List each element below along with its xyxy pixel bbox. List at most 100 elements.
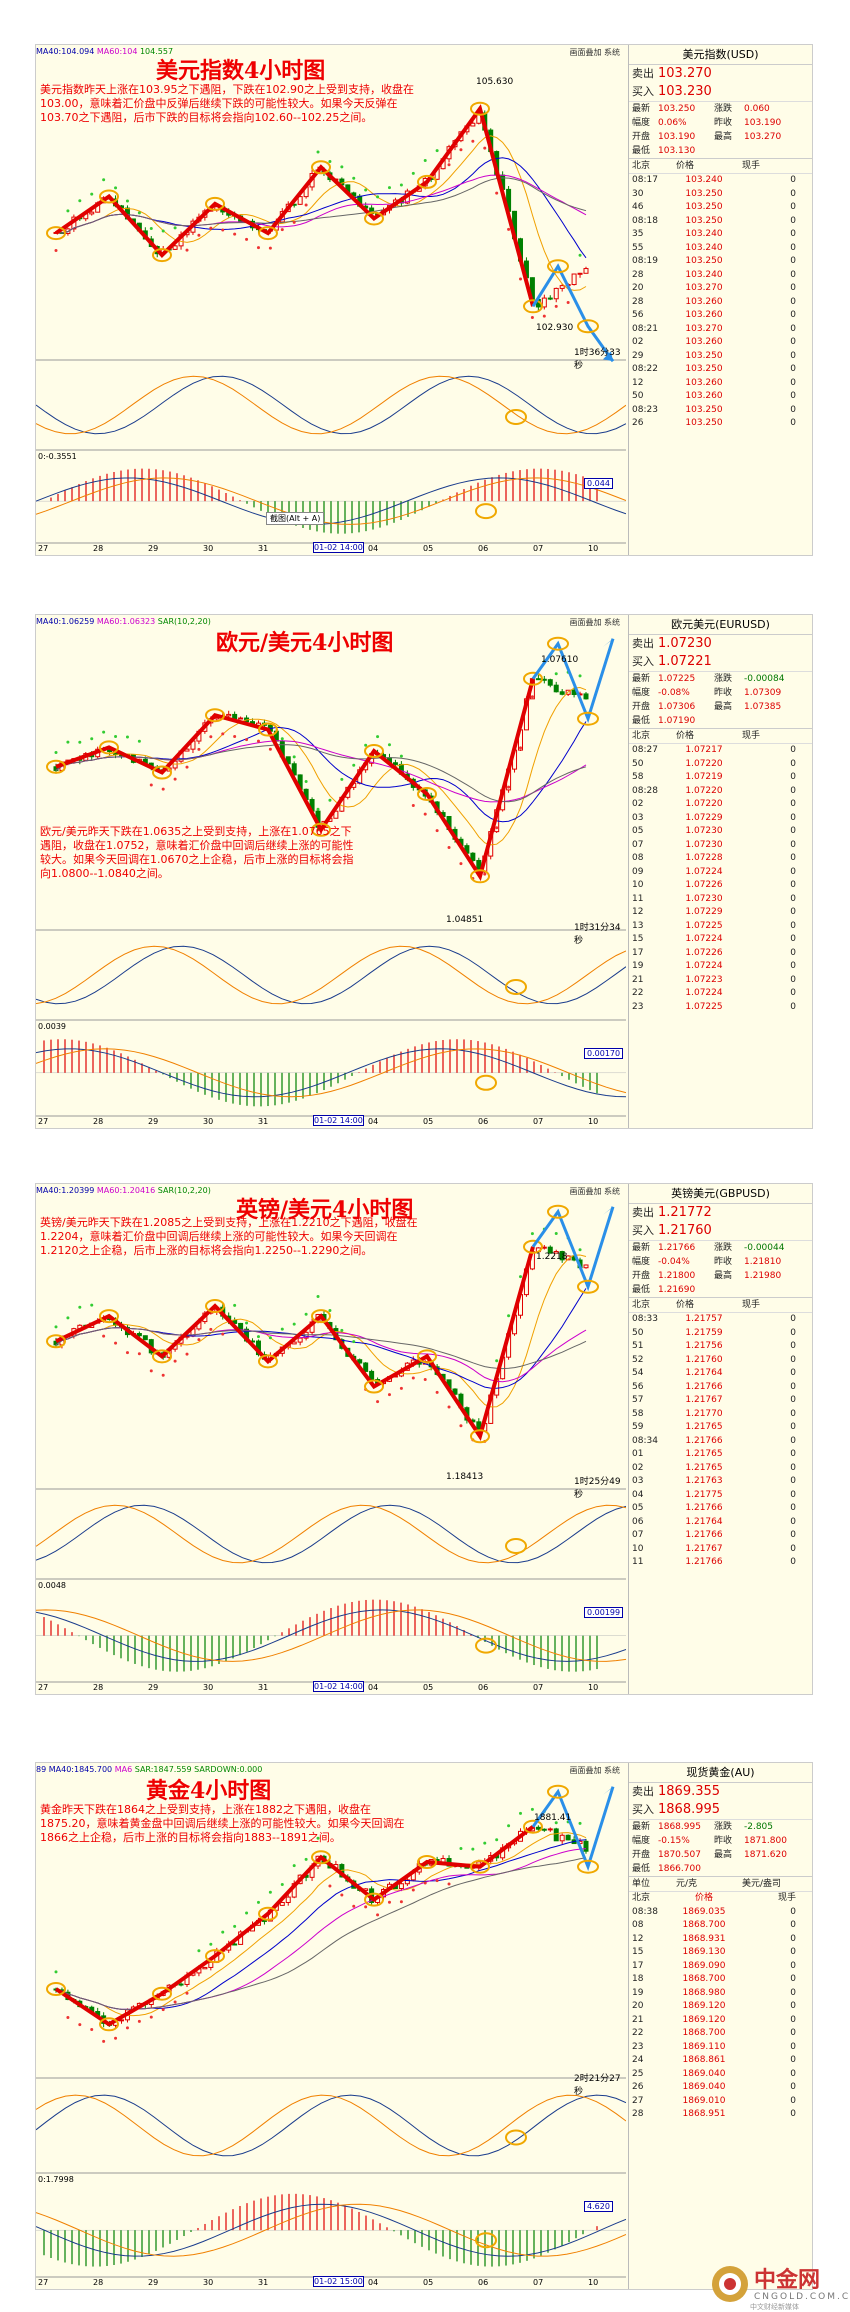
- chart-toolbar[interactable]: 画面叠加 系统: [569, 1187, 620, 1196]
- sar-dot: [304, 1312, 308, 1316]
- pivot-circle: [205, 1949, 225, 1964]
- tick-price: 1869.120: [682, 2014, 726, 2025]
- candle: [553, 1251, 559, 1254]
- tick-list[interactable]: 北京 价格 现手 08:38 1869.035 0 08 1868.700 0 12 1868.93…: [629, 1892, 812, 2122]
- tick-time: 22: [632, 2028, 644, 2038]
- sar-dot: [507, 227, 511, 231]
- date-tick: 01-02 15:00: [313, 2276, 364, 2287]
- tick-time: 10: [632, 1543, 644, 1554]
- kline-chart[interactable]: 89 MA40:1845.700 MA6 SAR:1847.559 SARDOW…: [36, 1763, 626, 2289]
- kline-chart[interactable]: MA40:104.094 MA60:104 104.557 画面叠加 系统 美元指…: [36, 45, 626, 555]
- tick-row: 20 103.270 0: [632, 282, 812, 296]
- tick-list[interactable]: 08:17 103.240 0 30 103.250 0 46 103.250 0 08:18 10…: [629, 174, 812, 431]
- tick-time: 05: [632, 1503, 644, 1513]
- candle: [577, 272, 583, 275]
- sar-dot: [435, 149, 439, 153]
- oscillator-circle: [505, 1538, 527, 1554]
- trend-zigzag: [55, 678, 535, 882]
- sar-dot: [471, 139, 475, 143]
- stat-cell: 1868.995: [658, 1822, 701, 1832]
- candle: [470, 852, 476, 861]
- sar-dot: [328, 1309, 332, 1313]
- sar-dot: [209, 1942, 213, 1946]
- candle: [547, 297, 553, 300]
- sar-dot: [125, 735, 129, 739]
- tick-volume: 0: [790, 1314, 796, 1324]
- tick-volume: 0: [790, 745, 796, 755]
- tick-time: 56: [632, 1381, 644, 1392]
- ticks-header-cell: 现手: [742, 1300, 761, 1310]
- macd-value: 0.00170: [584, 1048, 624, 1059]
- tick-price: 103.260: [685, 391, 723, 401]
- tick-price: 103.250: [685, 404, 723, 415]
- kline-chart[interactable]: MA40:1.06259 MA60:1.06323 SAR(10,2,20) 画…: [36, 615, 626, 1128]
- candle: [279, 1901, 285, 1906]
- ticks-header-cell: 北京: [632, 161, 651, 171]
- tick-time: 29: [632, 350, 644, 361]
- tick-price: 1.21767: [685, 1395, 723, 1405]
- sar-dot: [102, 1334, 106, 1338]
- sar-dot: [495, 826, 499, 830]
- quote-title: 英镑美元(GBPUSD): [629, 1184, 812, 1204]
- pivot-circle: [523, 1239, 543, 1254]
- tick-time: 08:33: [632, 1314, 658, 1324]
- sar-dot: [530, 695, 534, 699]
- tick-list[interactable]: 08:27 1.07217 0 50 1.07220 0 58 1.07219 0 08:28 1.…: [629, 744, 812, 1014]
- tick-price: 1869.130: [682, 1947, 726, 1957]
- tick-list[interactable]: 08:33 1.21757 0 50 1.21759 0 51 1.21756 0 52 1.217…: [629, 1313, 812, 1570]
- tick-time: 22: [632, 988, 644, 998]
- sar-dot: [137, 2019, 141, 2023]
- sar-dot: [566, 301, 570, 305]
- tick-row: 28 103.260 0: [632, 296, 812, 310]
- tick-time: 04: [632, 1489, 644, 1500]
- date-tick: 30: [203, 2278, 214, 2287]
- tick-volume: 0: [790, 785, 796, 796]
- moving-average-line: [55, 1839, 587, 2010]
- date-tick: 06: [478, 1683, 489, 1692]
- tick-time: 26: [632, 2082, 644, 2092]
- tick-price: 103.250: [685, 188, 723, 199]
- forecast-arrowhead: [603, 1786, 613, 1795]
- macd-value: 0.044: [584, 478, 613, 489]
- tick-volume: 0: [790, 1408, 796, 1419]
- stat-cell: 0.06%: [658, 118, 687, 128]
- tick-time: 北京: [632, 1893, 651, 1903]
- chart-toolbar[interactable]: 画面叠加 系统: [569, 1766, 620, 1775]
- tick-volume: 0: [790, 2001, 796, 2011]
- tick-time: 08:23: [632, 404, 658, 415]
- sar-dot: [447, 1882, 451, 1886]
- sar-dot: [411, 171, 415, 175]
- oscillator-circle: [505, 979, 527, 995]
- oscillator-circle: [505, 409, 527, 425]
- chart-toolbar[interactable]: 画面叠加 系统: [569, 618, 620, 627]
- oscillator-line: [36, 2094, 626, 2157]
- chart-toolbar[interactable]: 画面叠加 系统: [569, 48, 620, 57]
- sar-dot: [352, 1904, 356, 1908]
- kline-chart[interactable]: MA40:1.20399 MA60:1.20416 SAR(10,2,20) 画…: [36, 1184, 626, 1694]
- tick-row: 06 1.21764 0: [632, 1516, 812, 1530]
- date-tick: 04: [368, 1683, 379, 1692]
- sar-dot: [530, 1232, 534, 1236]
- high-label: 1.2218: [536, 1252, 568, 1262]
- candle: [553, 1828, 559, 1842]
- ticks-header-cell: 单位: [632, 1879, 651, 1889]
- tick-time: 03: [632, 1476, 644, 1486]
- stat-cell: 幅度: [632, 1836, 651, 1846]
- tick-price: 1868.700: [682, 1974, 726, 1984]
- tick-time: 35: [632, 229, 644, 239]
- tick-volume: 0: [790, 337, 796, 347]
- tick-row: 26 1869.040 0: [632, 2081, 812, 2095]
- tick-time: 07: [632, 839, 644, 850]
- tick-volume: 0: [790, 1327, 796, 1338]
- tick-time: 08:18: [632, 215, 658, 226]
- candle: [142, 1335, 148, 1341]
- sar-dot: [542, 314, 546, 318]
- tick-volume: 0: [790, 404, 796, 415]
- tick-volume: 0: [790, 1933, 796, 1944]
- stat-cell: 涨跌: [714, 1243, 733, 1253]
- tick-volume: 现手: [777, 1893, 796, 1903]
- legend-ma40: MA40:1.20399: [36, 1186, 95, 1195]
- sar-dot: [114, 734, 118, 738]
- sar-dot: [173, 226, 177, 230]
- buy-label: 买入: [632, 655, 654, 668]
